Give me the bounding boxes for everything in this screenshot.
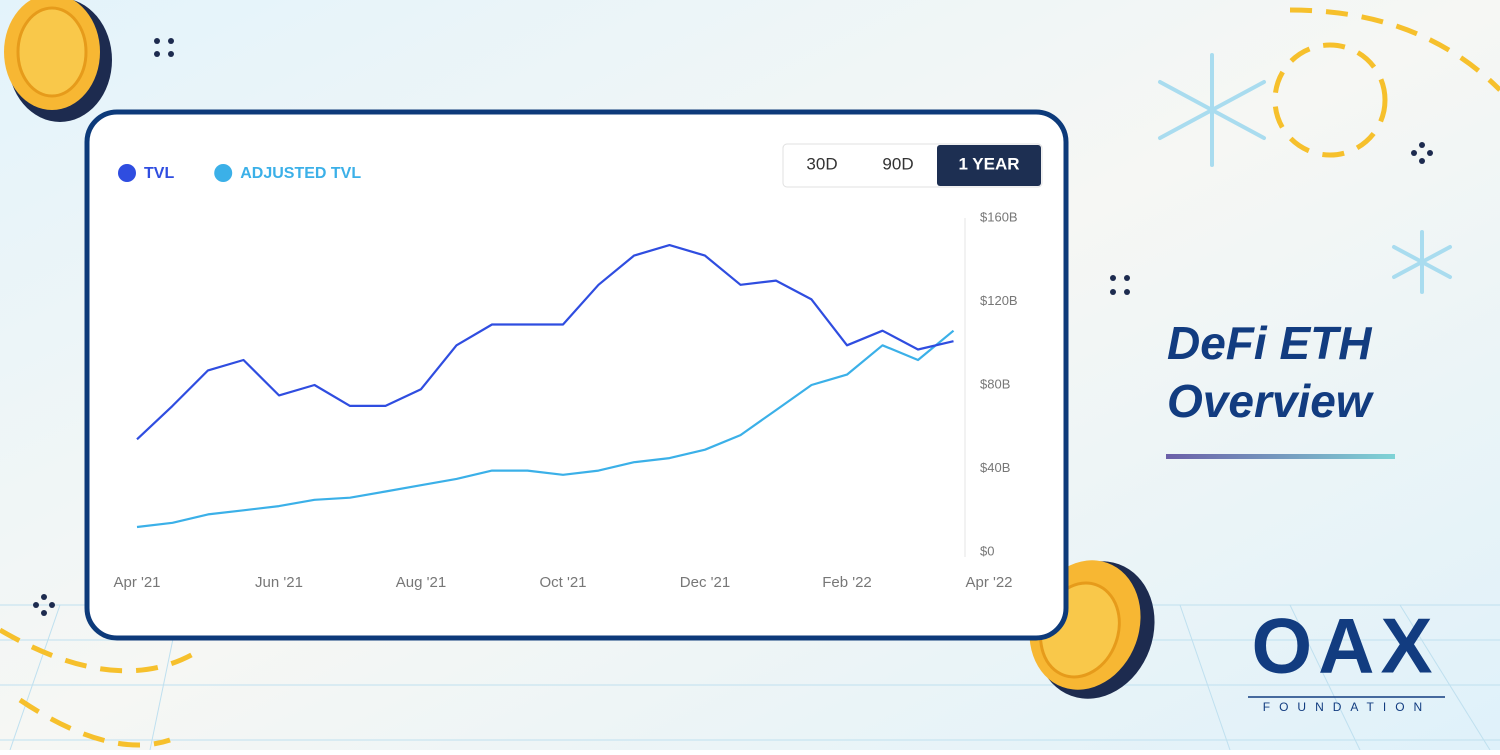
range-button[interactable]: 90D: [882, 154, 913, 173]
headline: DeFi ETH Overview: [1167, 317, 1375, 427]
dashed-arcs: [0, 7, 1500, 748]
x-tick-label: Jun '21: [255, 574, 303, 591]
chart-card: [84, 109, 1069, 641]
x-tick-label: Apr '21: [113, 574, 160, 591]
y-tick-label: $40B: [980, 460, 1010, 475]
y-tick-label: $120B: [980, 293, 1018, 308]
range-button[interactable]: 30D: [806, 154, 837, 173]
x-tick-label: Apr '22: [965, 574, 1012, 591]
x-tick-label: Dec '21: [680, 574, 730, 591]
legend-marker: [214, 164, 233, 182]
x-tick-label: Oct '21: [539, 574, 586, 591]
coin: [4, 0, 112, 122]
legend-marker: [118, 164, 136, 182]
legend-label: ADJUSTED TVL: [240, 165, 361, 182]
y-tick-label: $80B: [980, 376, 1010, 391]
y-tick-label: $0: [980, 543, 994, 558]
legend-label: TVL: [144, 165, 174, 182]
brand-sub: FOUNDATION: [1263, 700, 1431, 714]
headline-underline: [1166, 454, 1395, 459]
series-line: [136, 244, 954, 441]
y-tick-label: $160B: [980, 209, 1018, 224]
dots: [33, 38, 1433, 616]
series-line: [136, 329, 955, 529]
plot: $0 $40B $80B $120B $160B Apr '21 Jun '21 Aug '2…: [113, 164, 1018, 591]
snowflake: [1158, 53, 1452, 294]
range-selector: 30D 90D 1 YEAR: [782, 143, 1043, 188]
x-tick-label: Feb '22: [822, 574, 872, 591]
brand-logo: OAX: [1251, 602, 1438, 690]
x-tick-label: Aug '21: [396, 574, 446, 591]
range-button[interactable]: 1 YEAR: [958, 154, 1019, 173]
range-active: [937, 145, 1041, 186]
